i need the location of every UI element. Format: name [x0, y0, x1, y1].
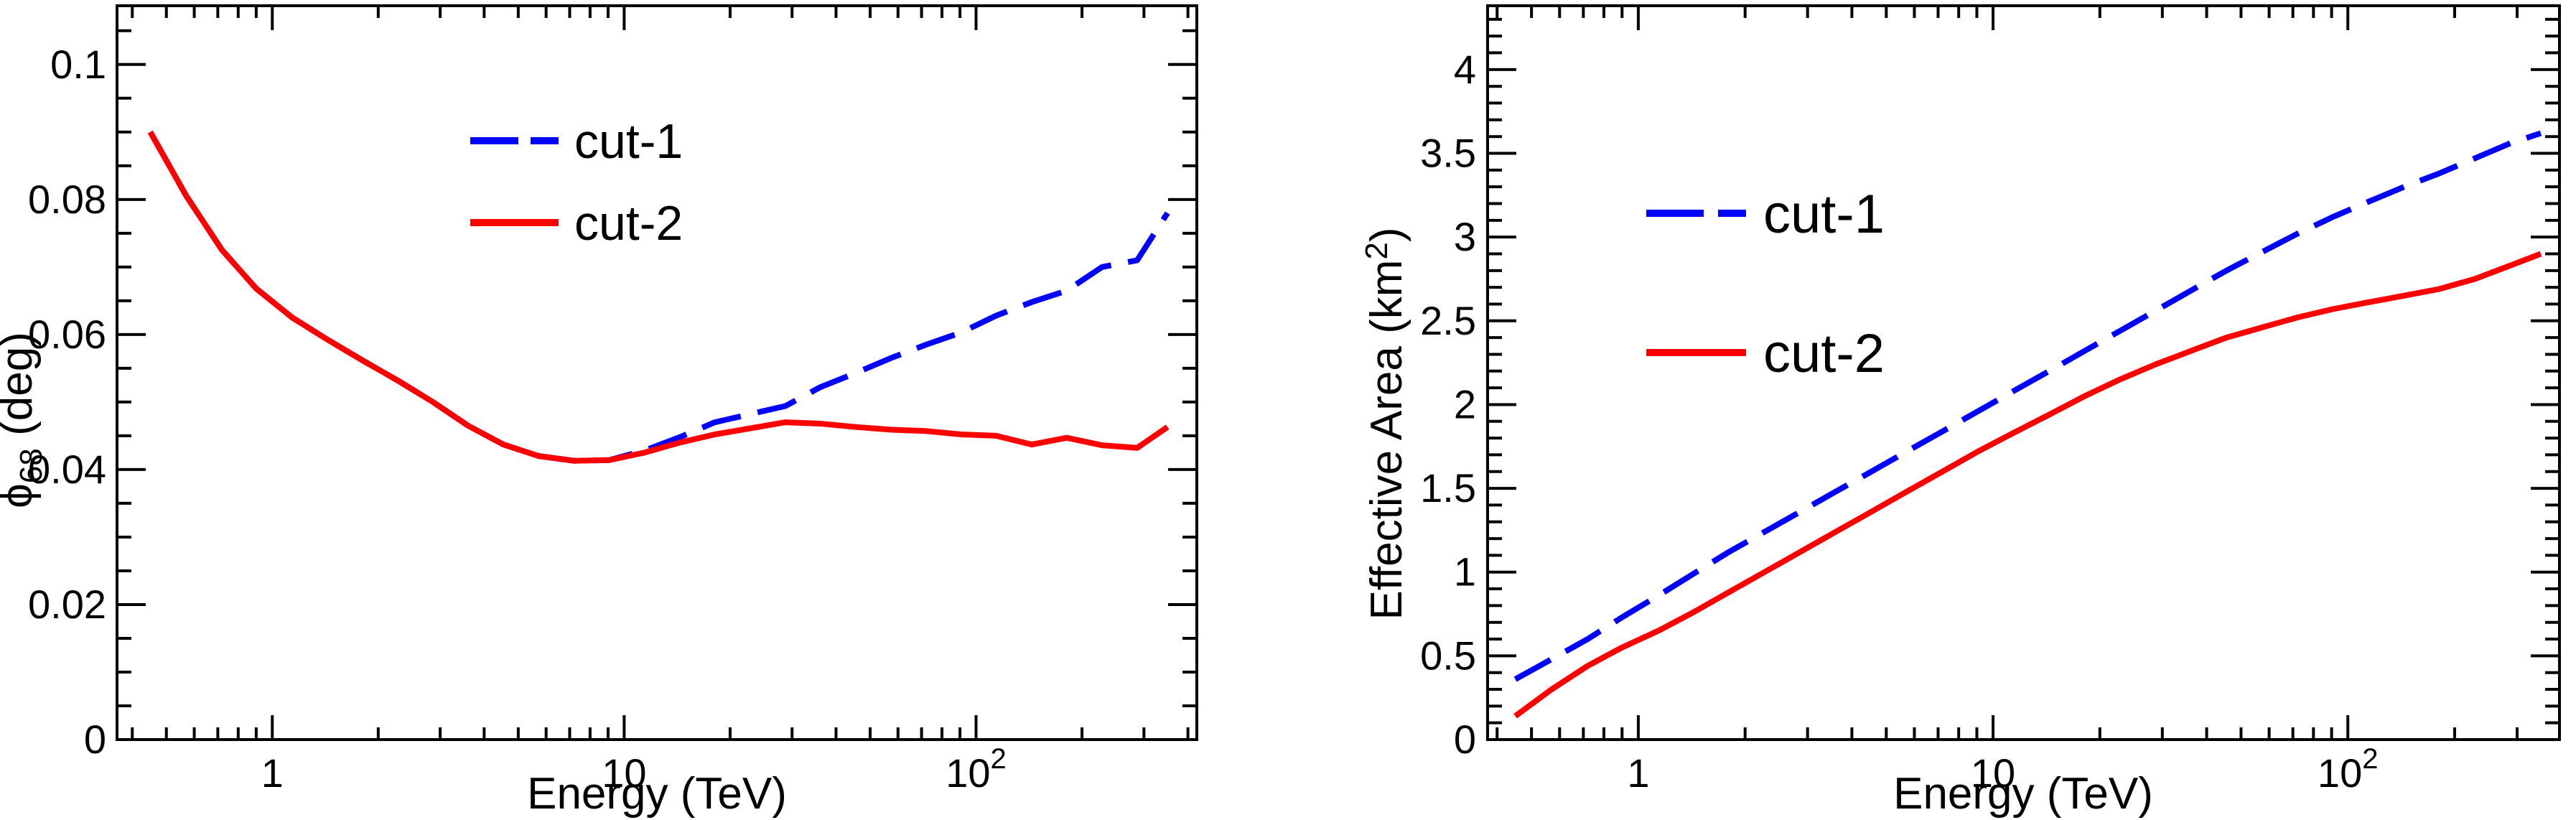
- legend: cut-1 cut-2: [1646, 184, 1885, 384]
- y-tick-label: 0.02: [28, 582, 106, 627]
- x-tick-label: 10: [1971, 750, 2015, 796]
- y-tick-label: 0.04: [28, 447, 106, 492]
- legend-label-cut-1: cut-1: [574, 114, 683, 169]
- y-axis-title: ϕ68 (deg): [0, 332, 49, 508]
- x-axis-title: Energy (TeV): [527, 769, 787, 819]
- x-tick-label: 102: [946, 743, 1007, 796]
- y-tick-label: 0.1: [50, 42, 106, 87]
- y-tick-label: 0: [84, 717, 106, 762]
- x-tick-label: 10: [602, 750, 646, 796]
- y-tick-label: 3.5: [1420, 131, 1476, 176]
- x-axis-title: Energy (TeV): [1893, 769, 2153, 819]
- panel-effective-area: 1 10 102 0 0.5 1 1.5 2 2.5 3 3.5 4 cut-1 cut-2 Energy …: [1359, 4, 2561, 819]
- legend-label-cut-2: cut-2: [1763, 323, 1885, 384]
- y-axis-title: Effective Area (km2): [1359, 227, 1411, 620]
- y-tick-label: 4: [1454, 47, 1476, 92]
- legend: cut-1 cut-2: [470, 114, 683, 251]
- cut-2-curve: [1513, 251, 2542, 719]
- x-tick-label: 1: [261, 750, 284, 796]
- cut-2-curve: [147, 130, 1170, 464]
- x-tick-label: 1: [1627, 750, 1649, 796]
- y-tick-label: 1.5: [1420, 465, 1476, 511]
- y-tick-label: 0.08: [28, 177, 106, 222]
- x-tick-label: 102: [2318, 743, 2379, 796]
- panel-angular-resolution: 1 10 102 0 0.02 0.04 0.06 0.08 0.1 cut-1 cut-2 Ener…: [0, 4, 1198, 819]
- y-tick-label: 1: [1454, 549, 1476, 595]
- y-tick-label: 0.5: [1420, 633, 1476, 678]
- plot-frame: [116, 4, 1198, 741]
- y-tick-label: 2: [1454, 381, 1476, 427]
- y-tick-label: 0.06: [28, 312, 106, 357]
- cut-1-curve: [147, 130, 1170, 464]
- legend-label-cut-2: cut-2: [574, 196, 683, 251]
- y-tick-label: 3: [1454, 214, 1476, 259]
- y-tick-label: 0: [1454, 717, 1476, 762]
- cut-1-curve: [1513, 130, 2542, 682]
- y-tick-label: 2.5: [1420, 298, 1476, 343]
- plot-frame: [1486, 4, 2561, 741]
- legend-label-cut-1: cut-1: [1763, 184, 1885, 245]
